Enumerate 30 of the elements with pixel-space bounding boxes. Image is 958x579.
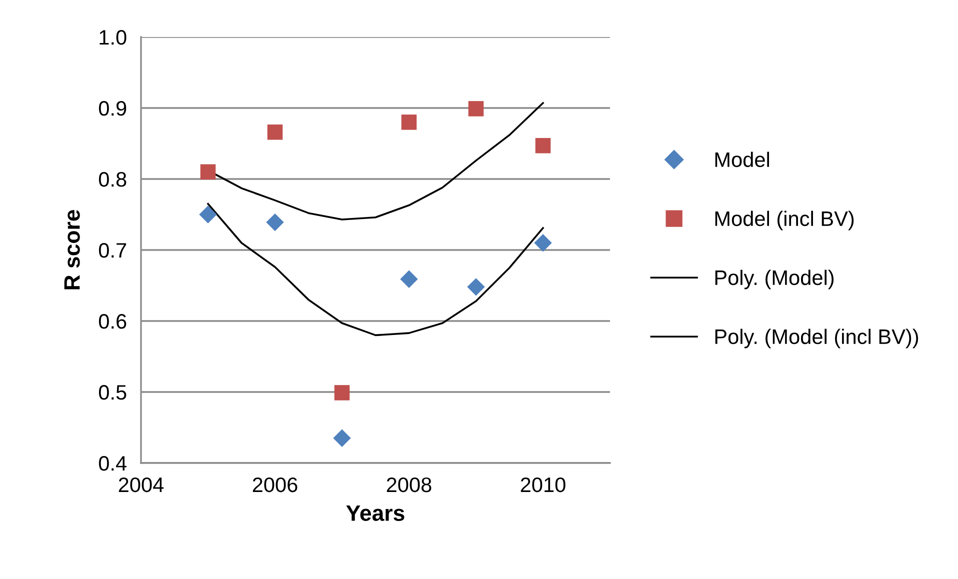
y-tick-label: 0.4 <box>98 456 127 471</box>
y-tick-label: 0.5 <box>98 385 126 400</box>
legend-label: Model (incl BV) <box>715 210 854 230</box>
point <box>467 278 485 296</box>
point <box>468 101 484 116</box>
y-tick-label: 1.0 <box>100 30 126 45</box>
point <box>267 124 283 140</box>
x-tick-label: 2008 <box>386 477 432 492</box>
y-tick-label: 0.7 <box>98 243 126 258</box>
point <box>199 206 217 224</box>
point <box>334 385 350 400</box>
x-tick-label: 2006 <box>252 477 298 492</box>
point <box>200 164 216 180</box>
x-tick-label: 2004 <box>118 477 164 492</box>
point <box>535 138 551 154</box>
legend-label: Model <box>715 152 770 168</box>
y-tick-label: 0.8 <box>98 172 126 187</box>
y-tick-label: 0.6 <box>98 314 126 329</box>
line-series <box>207 202 544 336</box>
legend-label: Poly. (Model (incl BV)) <box>715 328 918 348</box>
point <box>401 114 417 130</box>
y-tick-label: 0.9 <box>98 101 126 116</box>
x-axis-title: Years <box>346 505 404 521</box>
point <box>400 270 418 288</box>
point <box>333 429 351 447</box>
point <box>266 213 284 232</box>
legend-label: Poly. (Model) <box>715 270 834 290</box>
y-axis-title: R score <box>64 210 80 290</box>
point <box>534 234 552 252</box>
x-tick-label: 2010 <box>520 477 566 492</box>
